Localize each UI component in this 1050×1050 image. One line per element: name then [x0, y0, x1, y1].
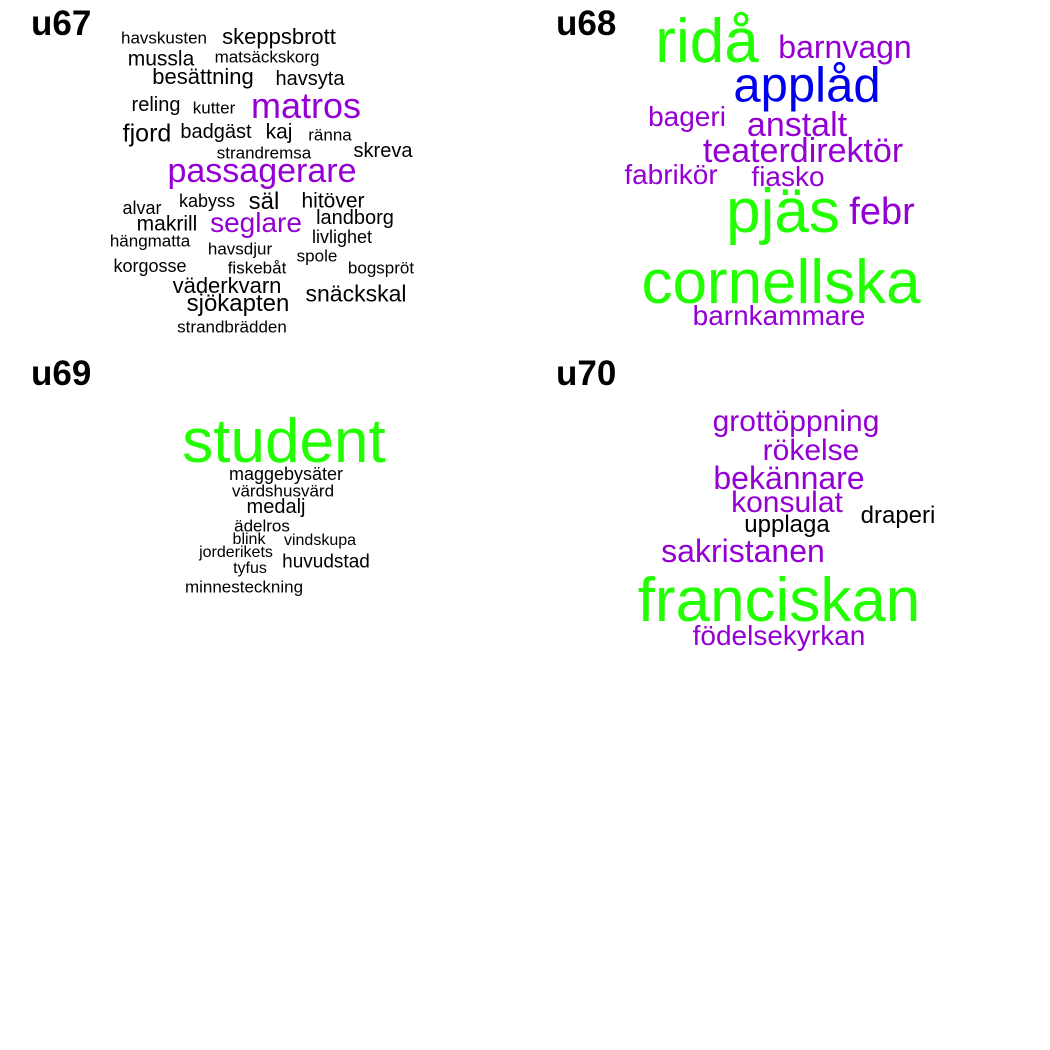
- word-cloud-word: skreva: [353, 140, 413, 162]
- word-cloud-word: alvar: [122, 198, 162, 218]
- word-cloud-word: barnkammare: [692, 300, 866, 331]
- panel-title-u69: u69: [31, 354, 92, 393]
- word-cloud-word: seglare: [210, 207, 302, 238]
- panel-title-u70: u70: [556, 354, 617, 393]
- word-cloud-word: snäckskal: [305, 280, 407, 307]
- word-cloud-word: landborg: [316, 207, 394, 229]
- word-cloud-word: säl: [248, 188, 280, 215]
- word-cloud-word: blink: [232, 531, 266, 548]
- word-cloud-word: konsulat: [731, 486, 843, 519]
- word-cloud-word: havsdjur: [207, 239, 273, 259]
- word-cloud-word: passagerare: [167, 152, 357, 190]
- word-cloud-word: besättning: [152, 64, 254, 89]
- word-cloud-word: födelsekyrkan: [692, 620, 866, 651]
- word-cloud-word: sakristanen: [661, 533, 825, 569]
- word-cloud-word: minnesteckning: [184, 577, 304, 597]
- word-cloud-word: sjökapten: [186, 290, 290, 317]
- word-cloud-word: vindskupa: [283, 532, 357, 549]
- word-cloud-word: huvudstad: [282, 551, 370, 573]
- word-cloud-word: bageri: [648, 101, 726, 132]
- word-cloud-word: rökelse: [762, 434, 860, 467]
- word-cloud-word: havskusten: [121, 28, 207, 48]
- word-cloud-word: febr: [849, 191, 915, 233]
- word-cloud-word: fiskebåt: [227, 258, 287, 278]
- word-cloud-word: franciskan: [637, 566, 921, 635]
- word-cloud-word: reling: [131, 94, 181, 116]
- word-cloud-word: cornellska: [641, 248, 921, 317]
- word-cloud-word: applåd: [733, 58, 881, 113]
- word-cloud-word: kaj: [265, 120, 293, 144]
- word-cloud-word: badgäst: [180, 121, 252, 143]
- word-cloud-word: havsyta: [275, 68, 345, 90]
- panel-title-u68: u68: [556, 4, 617, 43]
- word-cloud-word: medalj: [246, 496, 306, 518]
- word-cloud-word: maggebysäter: [228, 464, 344, 484]
- word-cloud-word: fiasko: [751, 161, 825, 192]
- word-cloud-word: upplaga: [744, 511, 830, 538]
- word-cloud-word: ridå: [655, 7, 759, 76]
- word-cloud-word: bogspröt: [347, 258, 415, 278]
- word-cloud-word: bekännare: [713, 460, 865, 496]
- word-cloud-word: matsäckskorg: [214, 47, 320, 67]
- word-cloud-word: kabyss: [178, 191, 236, 211]
- word-cloud-word: värdshusvärd: [231, 481, 335, 501]
- word-cloud-word: ränna: [308, 125, 352, 145]
- word-cloud-word: hitöver: [301, 189, 365, 213]
- word-cloud-word: ädelros: [234, 516, 290, 536]
- word-cloud-word: barnvagn: [778, 29, 912, 65]
- word-cloud-word: teaterdirektör: [702, 132, 904, 170]
- word-cloud-word: jorderikets: [199, 544, 273, 561]
- word-cloud-word: fjord: [122, 119, 172, 148]
- word-cloud-word: pjäs: [726, 177, 840, 246]
- word-cloud-word: mussla: [127, 47, 195, 71]
- word-cloud-word: väderkvarn: [172, 273, 282, 298]
- word-cloud-panel-u70: u70 grottöppning rökelse bekännare konsulat…: [525, 350, 1050, 700]
- word-cloud-word: korgosse: [113, 256, 187, 276]
- word-cloud-panel-u67: u67 havskusten skeppsbrott mussla matsäcksk…: [0, 0, 525, 350]
- word-cloud-word: student: [182, 407, 386, 476]
- word-cloud-word: anstalt: [746, 106, 848, 144]
- word-cloud-word: fabrikör: [624, 159, 718, 190]
- word-cloud-word: skeppsbrott: [222, 24, 336, 49]
- word-cloud-word: strandremsa: [216, 143, 312, 163]
- word-cloud-word: kutter: [192, 98, 236, 118]
- word-cloud-word: makrill: [136, 212, 198, 236]
- word-cloud-word: draperi: [860, 502, 936, 529]
- word-cloud-word: strandbrädden: [177, 317, 287, 337]
- word-cloud-word: matros: [250, 85, 362, 126]
- word-cloud-word: spole: [296, 246, 338, 266]
- word-cloud-panel-u68: u68 ridå barnvagn applåd bageri anstalt teate…: [525, 0, 1050, 350]
- word-cloud-word: grottöppning: [712, 405, 880, 438]
- panel-title-u67: u67: [31, 4, 92, 43]
- word-cloud-word: livlighet: [311, 227, 373, 247]
- word-cloud-word: tyfus: [233, 560, 267, 577]
- word-cloud-word: hängmatta: [109, 231, 191, 251]
- word-cloud-panel-u69: u69 student maggebysäter värdshusvärd medal…: [0, 350, 525, 700]
